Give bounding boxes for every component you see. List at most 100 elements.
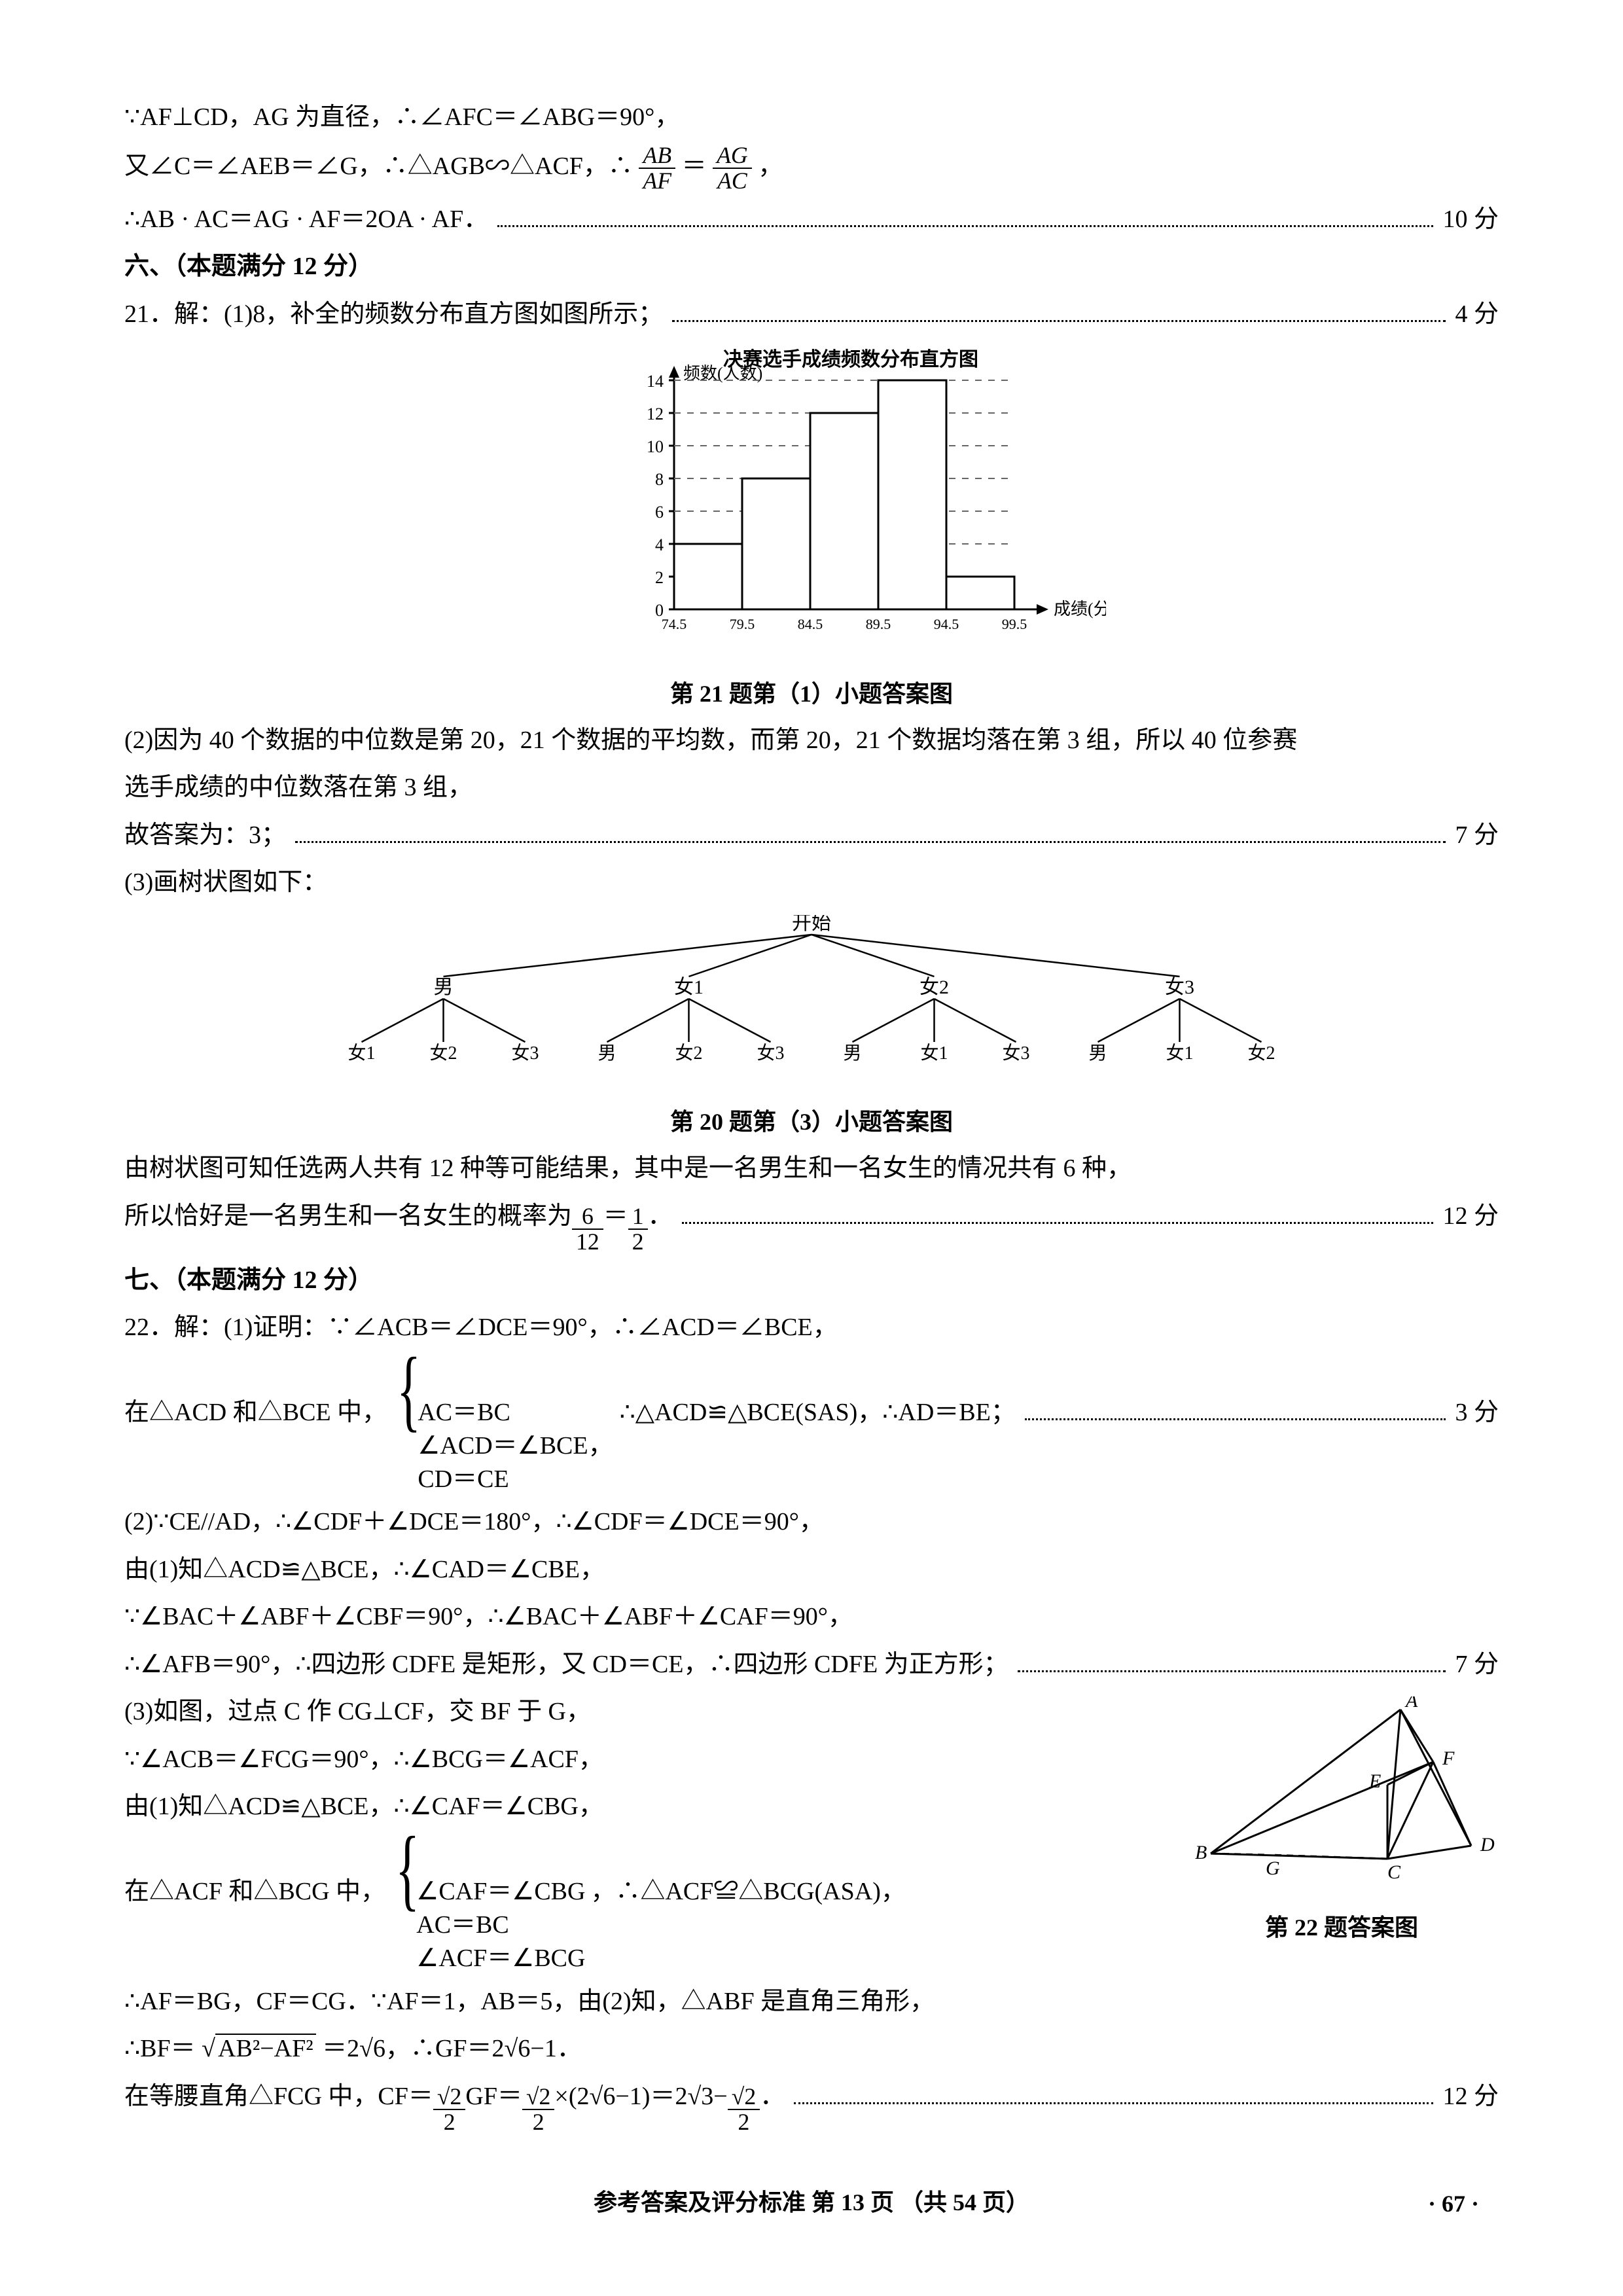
q21-1: 21．解：(1)8，补全的频数分布直方图如图所示； 4 分 <box>124 293 1499 336</box>
num: √2 <box>433 2085 465 2111</box>
tree-caption: 第 20 题第（3）小题答案图 <box>321 1102 1302 1143</box>
svg-text:84.5: 84.5 <box>798 616 823 632</box>
svg-text:开始: 开始 <box>792 915 831 934</box>
svg-text:男: 男 <box>1088 1043 1107 1064</box>
svg-text:79.5: 79.5 <box>730 616 755 632</box>
q22-3f: ∴BF＝ √AB²−AF² ＝2√6，∴GF＝2√6−1． <box>124 2027 1499 2071</box>
svg-text:女2: 女2 <box>429 1043 457 1064</box>
q22-2c: ∵∠BAC＋∠ABF＋∠CBF＝90°，∴∠BAC＋∠ABF＋∠CAF＝90°， <box>124 1595 1499 1639</box>
dot-leader <box>682 1207 1434 1224</box>
svg-text:男: 男 <box>843 1043 861 1064</box>
q21-2b: 选手成绩的中位数落在第 3 组， <box>124 766 1499 810</box>
text: 故答案为：3； <box>124 814 286 857</box>
score: 4 分 <box>1455 293 1499 336</box>
svg-text:女2: 女2 <box>919 977 949 998</box>
num: √2 <box>522 2085 554 2111</box>
q21-2a: (2)因为 40 个数据的中位数是第 20，21 个数据的平均数，而第 20，2… <box>124 719 1499 762</box>
q22-3g: 在等腰直角△FCG 中，CF＝ √22 GF＝ √22 ×(2√6−1)＝2√3… <box>124 2075 1499 2135</box>
svg-text:12: 12 <box>647 404 664 423</box>
svg-text:99.5: 99.5 <box>1002 616 1027 632</box>
brace-content: ∠CAF＝∠CBG AC＝BC ∠ACF＝∠BCG <box>416 1875 585 1976</box>
svg-text:A: A <box>1404 1696 1418 1712</box>
post: ∴△ACD≌△BCE(SAS)，∴AD＝BE； <box>620 1391 1016 1435</box>
pre: 在△ACD 和△BCE 中， <box>124 1391 387 1435</box>
q20-line3: ∴AB · AC＝AG · AF＝2OA · AF． 10 分 <box>124 198 1499 242</box>
q20-line1: ∵AF⊥CD，AG 为直径，∴∠AFC＝∠ABG＝90°， <box>124 96 1499 139</box>
den: 2 <box>433 2110 465 2135</box>
svg-text:14: 14 <box>647 372 664 391</box>
brace-icon: { <box>395 1833 419 1906</box>
dot-leader <box>295 826 1446 843</box>
den: 2 <box>728 2110 760 2135</box>
text: ＝2√6，∴GF＝2√6−1． <box>322 2035 582 2062</box>
dot-leader <box>1025 1403 1446 1420</box>
text: 又∠C＝∠AEB＝∠G，∴△AGB∽△ACF，∴ <box>124 152 633 180</box>
brace-content: AC＝BC ∠ACD＝∠BCE， CD＝CE <box>418 1396 613 1497</box>
section-6-header: 六、（本题满分 12 分） <box>124 245 1499 289</box>
q21-2c: 故答案为：3； 7 分 <box>124 814 1499 857</box>
eq: ＝ <box>603 1194 628 1238</box>
q22-2d: ∴∠AFB＝90°，∴四边形 CDFE 是矩形，又 CD＝CE，∴四边形 CDF… <box>124 1643 1499 1687</box>
svg-text:男: 男 <box>597 1043 616 1064</box>
num: √2 <box>728 2085 760 2111</box>
svg-text:F: F <box>1442 1748 1455 1769</box>
page-footer: 参考答案及评分标准 第 13 页 （共 54 页） <box>0 2183 1623 2217</box>
row: ∠CAF＝∠CBG <box>416 1875 585 1909</box>
svg-text:4: 4 <box>655 535 664 554</box>
histogram-caption: 第 21 题第（1）小题答案图 <box>517 673 1106 715</box>
row: ∠ACF＝∠BCG <box>416 1942 585 1975</box>
score: 7 分 <box>1455 1643 1499 1687</box>
svg-text:女3: 女3 <box>511 1043 539 1064</box>
text: ∴BF＝ <box>124 2035 196 2062</box>
tree-svg: 开始男女1女2女3女1男女2女3女2男女1女3女3男女1女2 <box>321 915 1302 1085</box>
den: 2 <box>522 2110 554 2135</box>
svg-text:女1: 女1 <box>348 1043 375 1064</box>
num: 1 <box>628 1204 648 1230</box>
svg-text:89.5: 89.5 <box>866 616 891 632</box>
svg-text:D: D <box>1480 1834 1495 1856</box>
text: 在等腰直角△FCG 中，CF＝ <box>124 2075 433 2119</box>
q22-3e: ∴AF＝BG，CF＝CG．∵AF＝1，AB＝5，由(2)知，△ABF 是直角三角… <box>124 1980 1499 2024</box>
q22-2a: (2)∵CE//AD，∴∠CDF＋∠DCE＝180°，∴∠CDF＝∠DCE＝90… <box>124 1500 1499 1544</box>
svg-text:G: G <box>1266 1857 1280 1879</box>
page-number: · 67 · <box>1428 2190 1479 2217</box>
q22-figure: AFEDCBG 第 22 题答案图 <box>1185 1696 1499 1948</box>
dot: ． <box>648 1194 673 1238</box>
row: AC＝BC <box>418 1396 613 1429</box>
dot-leader <box>672 305 1446 322</box>
q22-3d: 在△ACF 和△BCG 中， { ∠CAF＝∠CBG AC＝BC ∠ACF＝∠B… <box>124 1833 1165 1976</box>
tree-diagram: 开始男女1女2女3女1男女2女3女2男女1女3女3男女1女2 第 20 题第（3… <box>321 915 1302 1143</box>
pre: 在△ACF 和△BCG 中， <box>124 1870 385 1914</box>
svg-text:男: 男 <box>434 977 454 998</box>
score: 7 分 <box>1455 814 1499 857</box>
svg-text:B: B <box>1195 1842 1207 1863</box>
svg-text:频数(人数): 频数(人数) <box>683 364 762 383</box>
svg-text:女3: 女3 <box>757 1043 784 1064</box>
q21-3b: 所以恰好是一名男生和一名女生的概率为 612 ＝ 12 ． 12 分 <box>124 1194 1499 1255</box>
eq: ＝ <box>682 152 707 180</box>
q22-2b: 由(1)知△ACD≌△BCE，∴∠CAD＝∠CBE， <box>124 1548 1499 1592</box>
score: 12 分 <box>1442 2075 1499 2119</box>
q21-3a: 由树状图可知任选两人共有 12 种等可能结果，其中是一名男生和一名女生的情况共有… <box>124 1147 1499 1191</box>
text: ∴∠AFB＝90°，∴四边形 CDFE 是矩形，又 CD＝CE，∴四边形 CDF… <box>124 1643 1008 1687</box>
den: 12 <box>572 1230 603 1255</box>
row: AC＝BC <box>416 1909 585 1942</box>
text: 所以恰好是一名男生和一名女生的概率为 <box>124 1194 572 1238</box>
score: 3 分 <box>1455 1391 1499 1435</box>
svg-text:女2: 女2 <box>1247 1043 1275 1064</box>
den: AF <box>639 169 675 194</box>
row: CD＝CE <box>418 1463 613 1496</box>
svg-text:E: E <box>1368 1770 1381 1792</box>
svg-text:女1: 女1 <box>674 977 704 998</box>
svg-text:2: 2 <box>655 568 664 587</box>
svg-text:74.5: 74.5 <box>662 616 687 632</box>
den: AC <box>713 169 752 194</box>
brace-icon: { <box>397 1354 421 1427</box>
math-answer-page: ∵AF⊥CD，AG 为直径，∴∠AFC＝∠ABG＝90°， 又∠C＝∠AEB＝∠… <box>0 0 1623 2204</box>
dot: ． <box>760 2075 785 2119</box>
dot-leader <box>497 210 1433 227</box>
score: 10 分 <box>1442 198 1499 242</box>
geometry-caption: 第 22 题答案图 <box>1185 1907 1499 1948</box>
svg-text:女1: 女1 <box>1166 1043 1193 1064</box>
num: 6 <box>572 1204 603 1230</box>
